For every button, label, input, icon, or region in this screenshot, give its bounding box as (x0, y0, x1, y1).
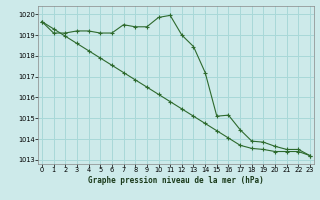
X-axis label: Graphe pression niveau de la mer (hPa): Graphe pression niveau de la mer (hPa) (88, 176, 264, 185)
